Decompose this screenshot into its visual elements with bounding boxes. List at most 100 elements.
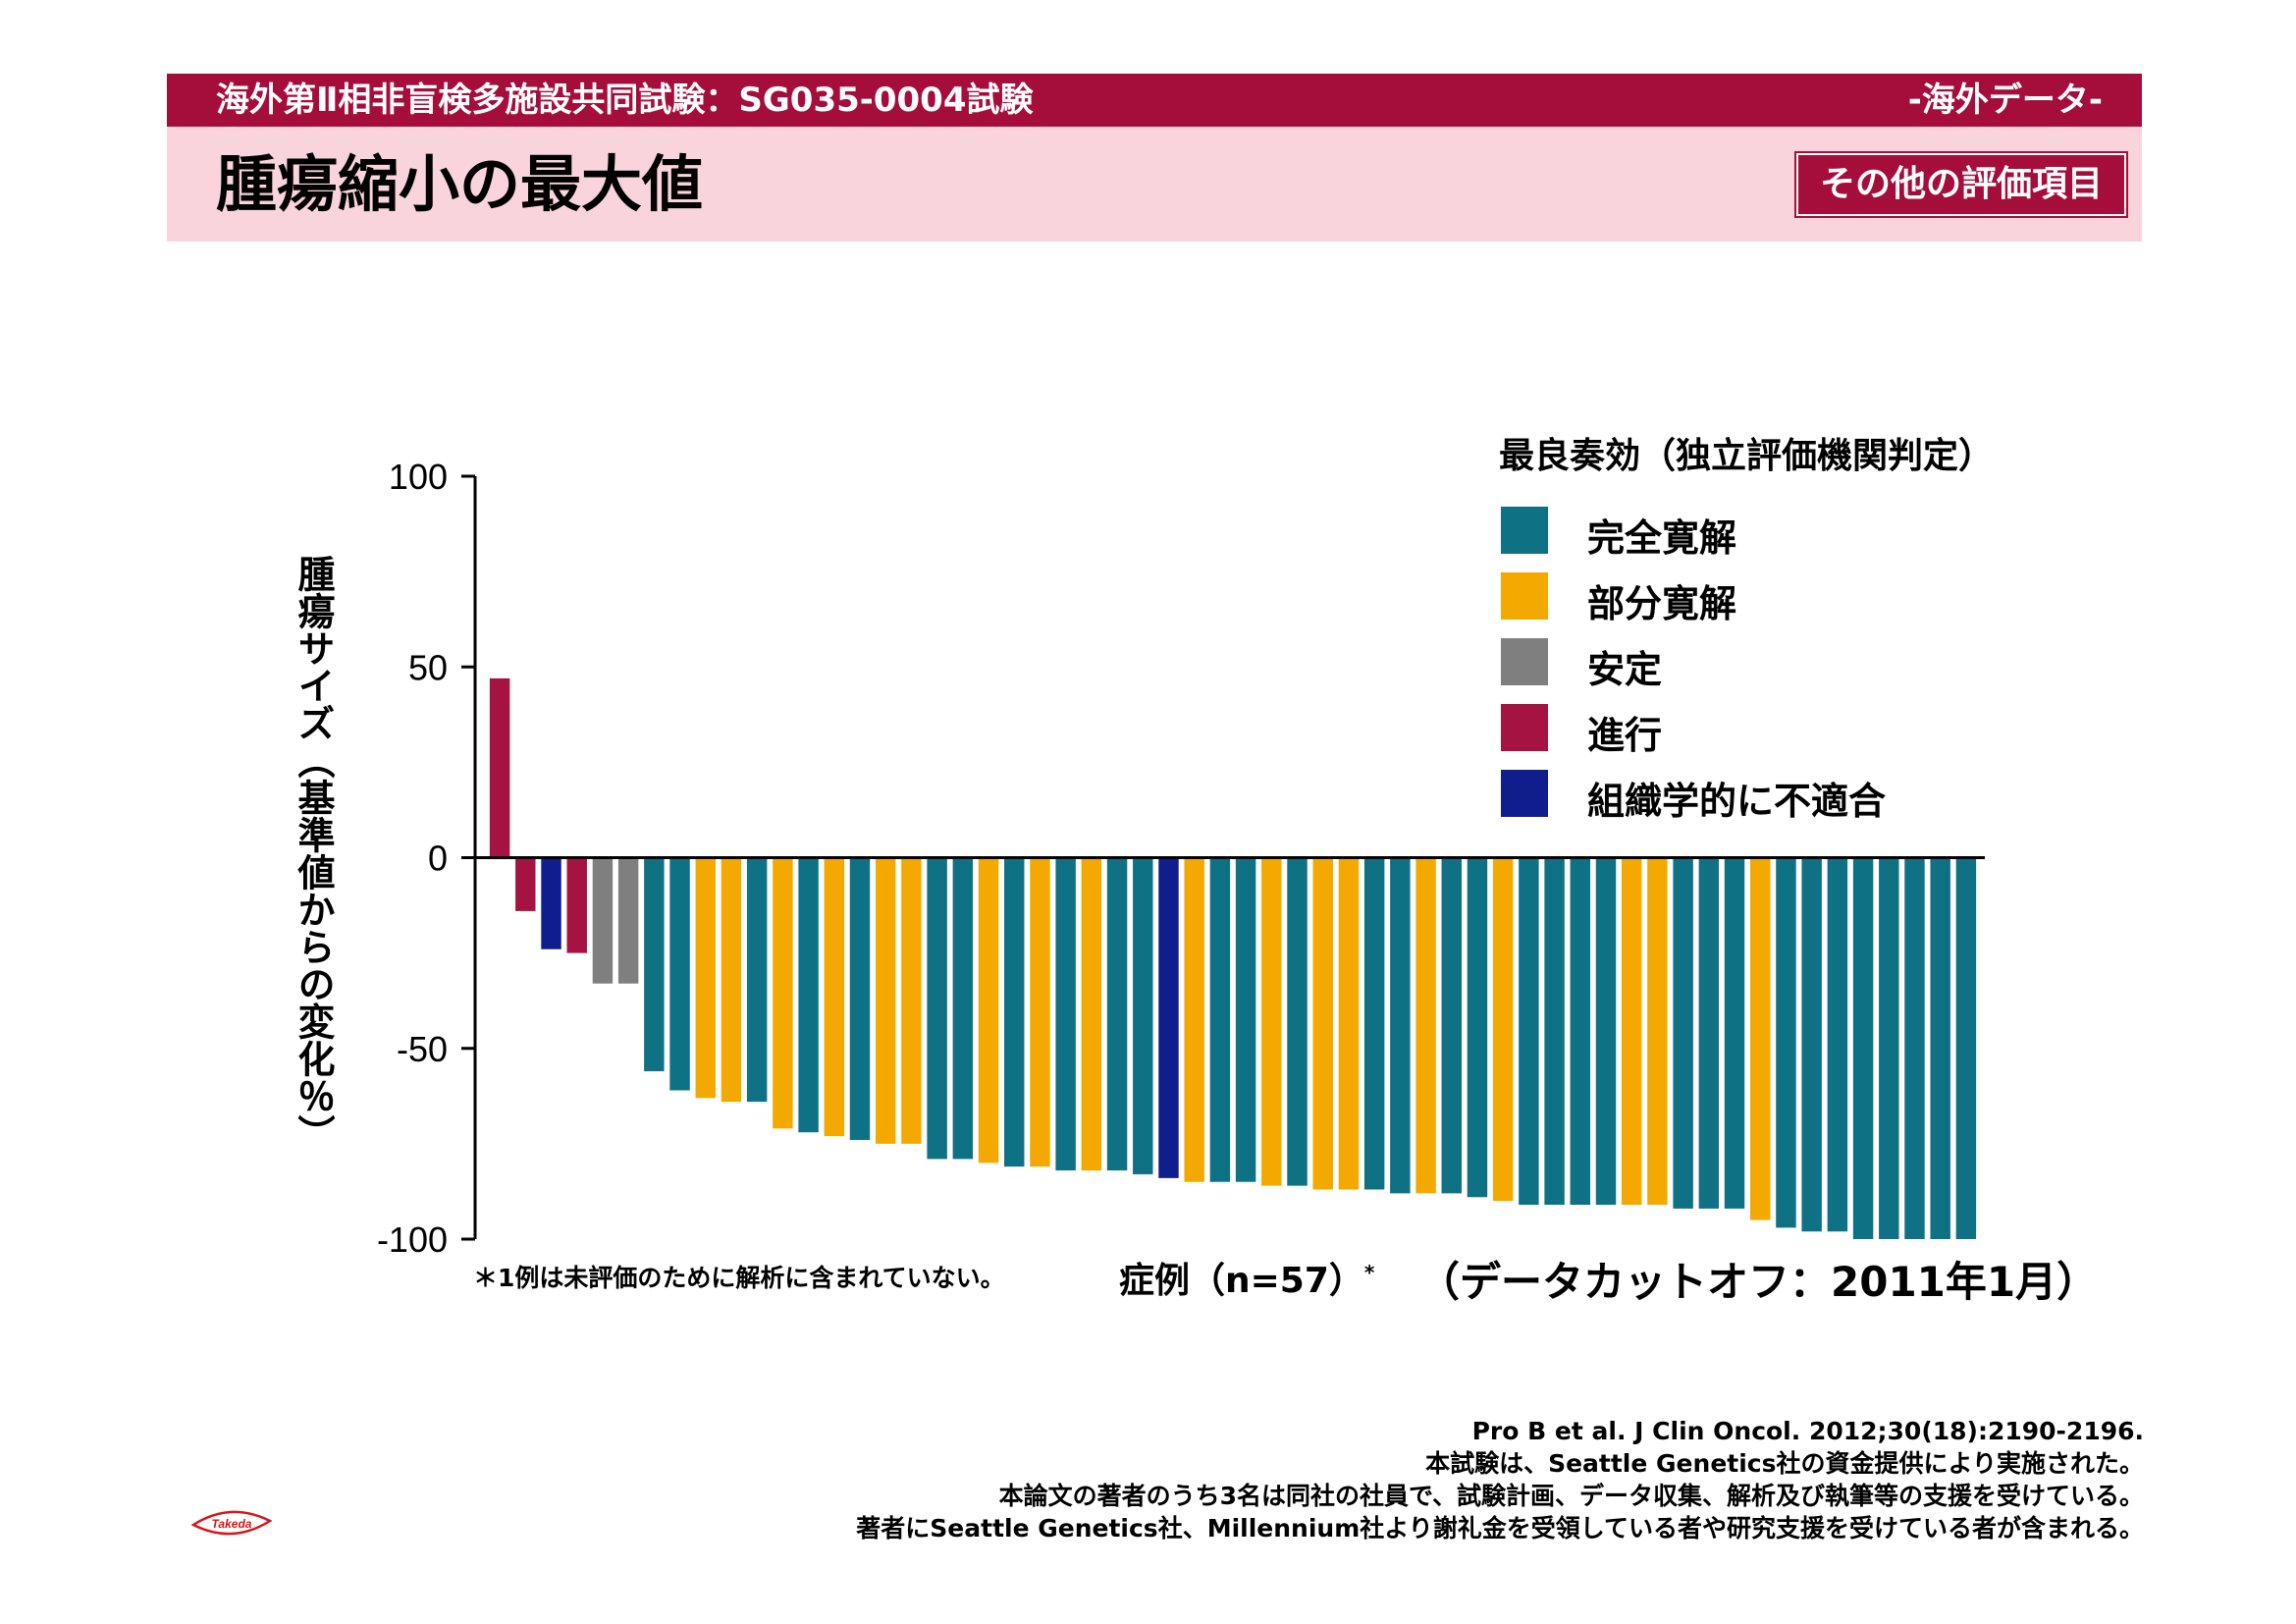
bar-case-33 — [1312, 857, 1333, 1190]
bar-case-2 — [515, 857, 536, 911]
bar-case-23 — [1055, 857, 1076, 1171]
bar-case-20 — [978, 857, 999, 1164]
reference-line: 本論文の著者のうち3名は同社の社員で、試験計画、データ収集、解析及び執筆等の支援… — [998, 1482, 2144, 1510]
bar-case-47 — [1673, 857, 1693, 1209]
bar-case-45 — [1621, 857, 1642, 1206]
bar-case-30 — [1235, 857, 1256, 1182]
bar-case-40 — [1492, 857, 1514, 1202]
legend-item-cr: 完全寛解 — [1497, 492, 1994, 560]
bar-case-42 — [1544, 857, 1565, 1206]
reference-line: 著者にSeattle Genetics社、Millennium社より謝礼金を受領… — [856, 1514, 2144, 1543]
page-title: 腫瘍縮小の最大値 — [216, 148, 704, 220]
legend-swatch-cr — [1501, 507, 1548, 554]
bar-case-48 — [1698, 857, 1720, 1209]
y-axis-label: 腫瘍サイズ（基準値からの変化％） — [292, 555, 335, 1152]
bar-case-54 — [1852, 857, 1874, 1239]
data-cutoff: （データカットオフ：2011年1月） — [1418, 1258, 2099, 1306]
legend-swatch-sd — [1501, 638, 1548, 685]
footnote: ＊1例は未評価のために解析に含まれていない。 — [473, 1264, 1005, 1292]
bar-case-15 — [849, 857, 871, 1140]
header-bar: 海外第Ⅱ相非盲検多施設共同試験：SG035-0004試験 -海外データ- — [167, 74, 2142, 127]
y-tick-label: 50 — [408, 647, 448, 687]
bar-case-22 — [1030, 857, 1050, 1167]
legend-swatch-pd — [1501, 704, 1548, 751]
bar-case-41 — [1519, 857, 1539, 1206]
bar-case-28 — [1184, 857, 1204, 1182]
reference-line: Pro B et al. J Clin Oncol. 2012;30(18):2… — [1471, 1417, 2144, 1445]
legend-label-pd: 進行 — [1587, 714, 1663, 757]
y-tick-label: -50 — [397, 1029, 448, 1069]
bar-case-53 — [1827, 857, 1848, 1232]
bar-case-37 — [1415, 857, 1436, 1194]
bar-case-3 — [541, 857, 561, 949]
bar-case-31 — [1261, 857, 1282, 1186]
legend-title: 最良奏効（独立評価機関判定） — [1499, 436, 1995, 476]
bar-case-25 — [1106, 857, 1128, 1171]
bar-case-52 — [1801, 857, 1822, 1232]
legend-item-pd: 進行 — [1497, 689, 1994, 757]
legend-item-pr: 部分寛解 — [1497, 558, 1994, 625]
y-tick-label: 0 — [428, 839, 448, 879]
bar-case-21 — [1004, 857, 1025, 1167]
bar-case-43 — [1570, 857, 1591, 1206]
bar-case-19 — [952, 857, 974, 1160]
bar-case-4 — [566, 857, 587, 953]
y-tick-label: -100 — [377, 1219, 448, 1260]
bar-case-46 — [1647, 857, 1668, 1206]
bar-case-35 — [1363, 857, 1385, 1190]
bar-case-58 — [1955, 857, 1977, 1239]
bar-case-50 — [1750, 857, 1771, 1220]
bar-case-11 — [746, 857, 768, 1103]
legend-swatch-pr — [1501, 572, 1548, 620]
category-badge: その他の評価項目 — [1795, 153, 2126, 216]
bar-case-44 — [1595, 857, 1617, 1206]
bar-case-13 — [798, 857, 819, 1133]
references: Pro B et al. J Clin Oncol. 2012;30(18):2… — [856, 1415, 2144, 1544]
bar-case-56 — [1904, 857, 1925, 1239]
bar-case-57 — [1930, 857, 1950, 1239]
bar-case-10 — [721, 857, 742, 1103]
axes-group: 100 50 0 -50 -100 — [377, 457, 1985, 1260]
bar-case-7 — [644, 857, 665, 1072]
reference-line: 本試験は、Seattle Genetics社の資金提供により実施された。 — [1425, 1449, 2144, 1478]
bar-case-49 — [1724, 857, 1745, 1209]
bar-case-29 — [1209, 857, 1231, 1182]
bar-case-39 — [1467, 857, 1488, 1198]
bar-case-14 — [824, 857, 845, 1137]
data-tag: -海外データ- — [1907, 81, 2103, 120]
bar-case-55 — [1879, 857, 1899, 1239]
legend-swatch-ne — [1501, 770, 1548, 817]
bar-case-12 — [773, 857, 793, 1129]
legend-label-pr: 部分寛解 — [1587, 582, 1737, 625]
legend-item-sd: 安定 — [1497, 623, 1994, 691]
legend-item-ne: 組織学的に不適合 — [1497, 755, 1994, 823]
bar-case-26 — [1133, 857, 1153, 1174]
x-axis-label-mark: * — [1363, 1261, 1375, 1284]
svg-text:Takeda: Takeda — [212, 1517, 252, 1531]
bar-case-8 — [669, 857, 690, 1091]
x-axis-label: 症例（n=57）* — [1119, 1252, 1374, 1303]
bar-case-24 — [1081, 857, 1102, 1171]
study-name: 海外第Ⅱ相非盲検多施設共同試験：SG035-0004試験 — [216, 81, 1034, 120]
takeda-logo: Takeda — [191, 1510, 272, 1536]
bar-case-5 — [592, 857, 614, 984]
x-axis-label-text: 症例（n=57） — [1119, 1261, 1364, 1301]
bar-case-27 — [1158, 857, 1179, 1178]
bar-case-6 — [617, 857, 639, 984]
legend-label-cr: 完全寛解 — [1587, 516, 1737, 560]
bar-case-1 — [489, 677, 510, 858]
bar-case-17 — [901, 857, 922, 1144]
legend-label-sd: 安定 — [1587, 648, 1663, 691]
bars-group — [489, 677, 1977, 1239]
bar-case-36 — [1390, 857, 1411, 1194]
bar-case-18 — [927, 857, 947, 1160]
legend-label-ne: 組織学的に不適合 — [1587, 780, 1887, 823]
bar-case-51 — [1776, 857, 1796, 1228]
legend: 最良奏効（独立評価機関判定） 完全寛解 部分寛解 安定 進行 組織学的に不適合 — [1497, 427, 1995, 823]
bar-case-34 — [1338, 857, 1360, 1190]
bar-case-16 — [875, 857, 896, 1144]
bar-case-9 — [695, 857, 716, 1099]
title-band: 腫瘍縮小の最大値 その他の評価項目 — [167, 127, 2142, 242]
y-tick-label: 100 — [389, 457, 448, 497]
